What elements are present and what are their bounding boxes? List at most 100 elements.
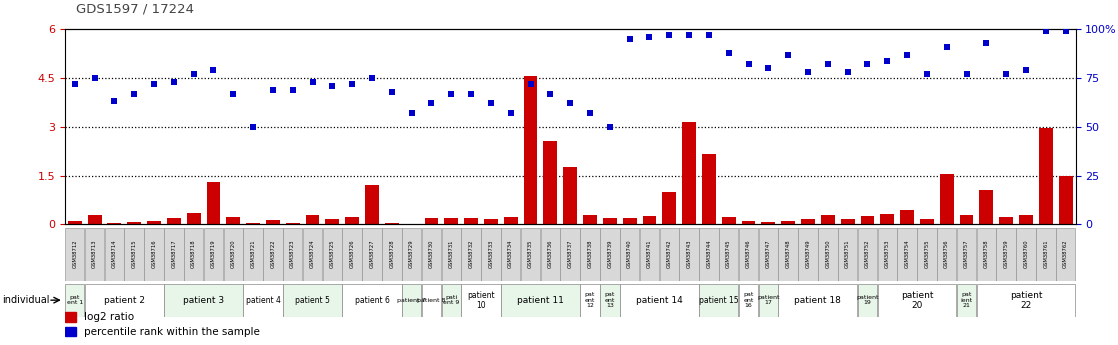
Bar (543, 141, 557, 224)
Bar (167, 218, 181, 224)
Point (205, 68, 222, 73)
Point (462, 91, 480, 96)
Text: patient 11: patient 11 (517, 296, 563, 305)
FancyBboxPatch shape (164, 228, 183, 280)
Point (382, 89, 400, 95)
Point (700, 32, 718, 38)
FancyBboxPatch shape (1036, 228, 1055, 280)
Point (284, 87, 302, 92)
Point (541, 91, 559, 96)
Point (740, 62, 758, 67)
Text: GSM38746: GSM38746 (746, 239, 751, 268)
FancyBboxPatch shape (996, 228, 1016, 280)
FancyBboxPatch shape (362, 228, 381, 280)
FancyBboxPatch shape (898, 228, 917, 280)
Bar (246, 223, 260, 224)
Point (818, 62, 836, 67)
FancyBboxPatch shape (937, 228, 956, 280)
Bar (345, 217, 359, 224)
FancyBboxPatch shape (521, 228, 540, 280)
Text: GSM38757: GSM38757 (964, 239, 969, 268)
Point (1057, 29, 1074, 34)
FancyBboxPatch shape (501, 284, 580, 317)
Bar (861, 216, 874, 224)
Point (720, 50, 738, 56)
Bar (1039, 128, 1053, 224)
FancyBboxPatch shape (837, 228, 858, 280)
FancyBboxPatch shape (342, 284, 401, 317)
Bar (643, 216, 656, 224)
Text: individual: individual (2, 295, 49, 305)
Text: GDS1597 / 17224: GDS1597 / 17224 (76, 2, 195, 16)
Text: GSM38732: GSM38732 (468, 239, 474, 268)
Bar (68, 221, 82, 224)
Text: GSM38751: GSM38751 (845, 239, 850, 268)
FancyBboxPatch shape (619, 228, 639, 280)
Text: GSM38758: GSM38758 (984, 239, 988, 268)
Point (898, 52, 916, 57)
Text: GSM38731: GSM38731 (448, 239, 454, 268)
Bar (920, 219, 934, 224)
FancyBboxPatch shape (224, 228, 243, 280)
Text: GSM38738: GSM38738 (587, 239, 593, 268)
Bar (385, 223, 399, 224)
Text: GSM38744: GSM38744 (707, 239, 711, 268)
Bar (722, 217, 736, 224)
Bar (425, 218, 438, 224)
FancyBboxPatch shape (501, 228, 521, 280)
Bar (900, 210, 915, 224)
Bar (1018, 215, 1033, 224)
Text: GSM38736: GSM38736 (548, 239, 553, 268)
Point (838, 69, 856, 75)
Text: GSM38719: GSM38719 (211, 239, 216, 268)
Point (1017, 68, 1035, 73)
Bar (207, 182, 220, 224)
FancyBboxPatch shape (858, 228, 878, 280)
Text: GSM38745: GSM38745 (727, 239, 731, 268)
Point (641, 34, 659, 40)
Text: GSM38749: GSM38749 (805, 239, 811, 268)
Bar (504, 217, 518, 224)
Text: pat
ient
21: pat ient 21 (960, 292, 973, 308)
Text: pat
ent
16: pat ent 16 (743, 292, 754, 308)
Bar (682, 122, 697, 224)
FancyBboxPatch shape (1055, 228, 1076, 280)
Text: GSM38726: GSM38726 (350, 239, 354, 268)
Bar (305, 215, 320, 224)
Bar (979, 190, 993, 224)
Text: GSM38713: GSM38713 (92, 239, 97, 268)
Text: GSM38715: GSM38715 (132, 239, 136, 268)
Bar (940, 174, 954, 224)
Bar (603, 218, 617, 224)
FancyBboxPatch shape (283, 284, 342, 317)
FancyBboxPatch shape (124, 228, 144, 280)
Point (184, 71, 202, 77)
Point (145, 81, 163, 87)
Bar (802, 219, 815, 224)
Text: patient 8: patient 8 (417, 298, 446, 303)
Point (958, 71, 976, 77)
Bar (65, 327, 76, 336)
Text: GSM38722: GSM38722 (271, 239, 275, 268)
FancyBboxPatch shape (421, 284, 442, 317)
Point (502, 110, 520, 116)
Point (264, 87, 282, 92)
Bar (702, 155, 716, 224)
FancyBboxPatch shape (541, 228, 560, 280)
Text: patient
19: patient 19 (856, 295, 879, 305)
Text: GSM38743: GSM38743 (686, 239, 692, 268)
FancyBboxPatch shape (462, 284, 501, 317)
Text: GSM38720: GSM38720 (230, 239, 236, 268)
Text: pat
ent
13: pat ent 13 (605, 292, 615, 308)
FancyBboxPatch shape (639, 228, 660, 280)
FancyBboxPatch shape (244, 284, 283, 317)
Text: GSM38721: GSM38721 (250, 239, 256, 268)
Point (402, 110, 420, 116)
Text: GSM38759: GSM38759 (1004, 239, 1008, 268)
Text: GSM38723: GSM38723 (291, 239, 295, 268)
Text: GSM38760: GSM38760 (1023, 239, 1029, 268)
Bar (523, 77, 538, 224)
Text: percentile rank within the sample: percentile rank within the sample (84, 327, 259, 337)
Point (561, 101, 579, 106)
Text: GSM38729: GSM38729 (409, 239, 414, 268)
